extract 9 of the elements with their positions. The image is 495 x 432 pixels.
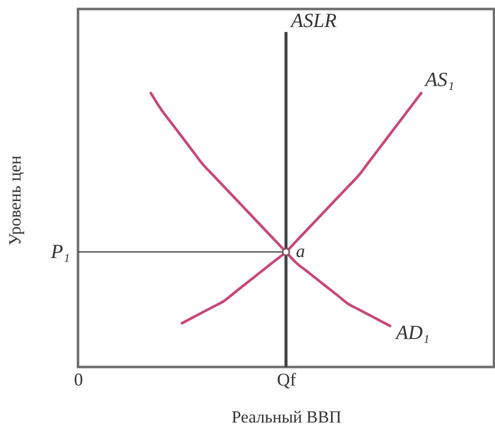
x-tick-label: 0 — [74, 370, 83, 390]
y-axis-title: Уровень цен — [6, 156, 24, 246]
x-tick-label: Qf — [277, 370, 296, 390]
series-label: AS₁ — [423, 69, 454, 92]
series-label: a — [296, 240, 305, 261]
series-label: P₁ — [50, 240, 70, 263]
x-axis-title: Реальный ВВП — [232, 408, 342, 426]
ref-line-label: ASLR — [289, 10, 337, 32]
series-label: AD₁ — [394, 322, 430, 344]
